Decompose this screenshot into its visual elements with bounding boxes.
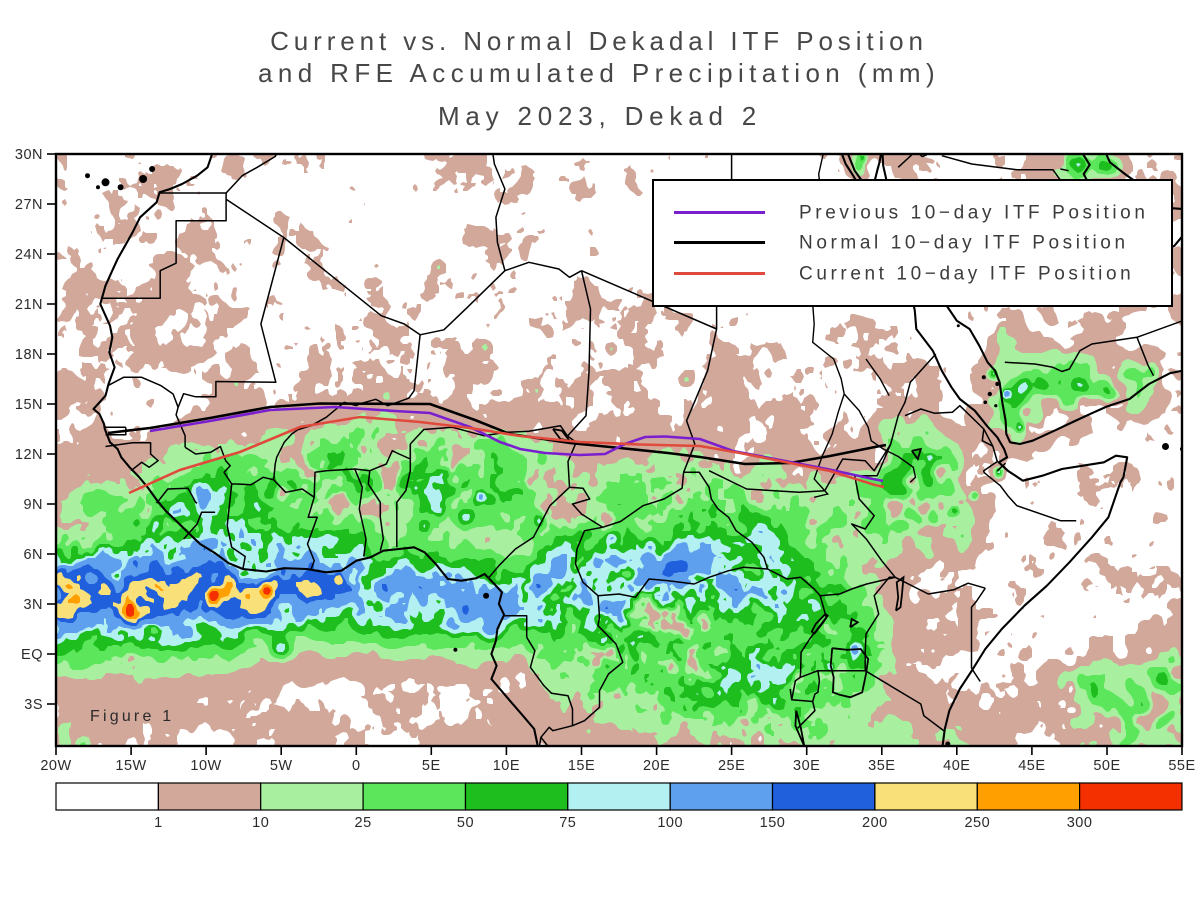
svg-text:50: 50 bbox=[457, 815, 474, 831]
svg-text:15W: 15W bbox=[115, 758, 146, 774]
svg-text:10W: 10W bbox=[190, 758, 221, 774]
svg-text:27N: 27N bbox=[15, 197, 43, 213]
svg-text:3S: 3S bbox=[24, 697, 43, 713]
svg-text:9N: 9N bbox=[23, 497, 43, 513]
svg-text:15N: 15N bbox=[15, 397, 43, 413]
svg-text:250: 250 bbox=[964, 815, 990, 831]
svg-text:Figure 1: Figure 1 bbox=[90, 708, 174, 725]
svg-text:20W: 20W bbox=[40, 758, 71, 774]
svg-text:EQ: EQ bbox=[21, 647, 43, 663]
svg-text:24N: 24N bbox=[15, 247, 43, 263]
svg-text:Normal 10−day ITF Position: Normal 10−day ITF Position bbox=[799, 233, 1129, 254]
svg-text:300: 300 bbox=[1067, 815, 1093, 831]
svg-text:21N: 21N bbox=[15, 297, 43, 313]
svg-text:25E: 25E bbox=[718, 758, 745, 774]
svg-text:12N: 12N bbox=[15, 447, 43, 463]
svg-text:10E: 10E bbox=[493, 758, 520, 774]
svg-text:75: 75 bbox=[559, 815, 576, 831]
svg-text:5W: 5W bbox=[270, 758, 293, 774]
svg-text:35E: 35E bbox=[868, 758, 895, 774]
svg-text:0: 0 bbox=[352, 758, 361, 774]
svg-text:55E: 55E bbox=[1168, 758, 1195, 774]
svg-text:Current vs. Normal Dekadal ITF: Current vs. Normal Dekadal ITF Position bbox=[270, 26, 928, 56]
svg-text:40E: 40E bbox=[943, 758, 970, 774]
svg-text:Previous 10−day ITF Position: Previous 10−day ITF Position bbox=[799, 203, 1149, 224]
svg-text:3N: 3N bbox=[23, 597, 43, 613]
svg-text:150: 150 bbox=[760, 815, 786, 831]
svg-text:5E: 5E bbox=[422, 758, 441, 774]
svg-text:and RFE Accumulated Precipitat: and RFE Accumulated Precipitation (mm) bbox=[258, 58, 940, 88]
svg-text:50E: 50E bbox=[1093, 758, 1120, 774]
svg-text:25: 25 bbox=[355, 815, 372, 831]
svg-text:Current 10−day ITF Position: Current 10−day ITF Position bbox=[799, 264, 1134, 285]
svg-text:18N: 18N bbox=[15, 347, 43, 363]
svg-text:45E: 45E bbox=[1018, 758, 1045, 774]
svg-text:30N: 30N bbox=[15, 147, 43, 163]
svg-text:10: 10 bbox=[252, 815, 269, 831]
svg-text:30E: 30E bbox=[793, 758, 820, 774]
svg-text:1: 1 bbox=[154, 815, 163, 831]
svg-text:15E: 15E bbox=[568, 758, 595, 774]
svg-text:May 2023, Dekad 2: May 2023, Dekad 2 bbox=[438, 101, 762, 131]
svg-text:100: 100 bbox=[657, 815, 683, 831]
svg-text:200: 200 bbox=[862, 815, 888, 831]
svg-text:20E: 20E bbox=[643, 758, 670, 774]
svg-text:6N: 6N bbox=[23, 547, 43, 563]
